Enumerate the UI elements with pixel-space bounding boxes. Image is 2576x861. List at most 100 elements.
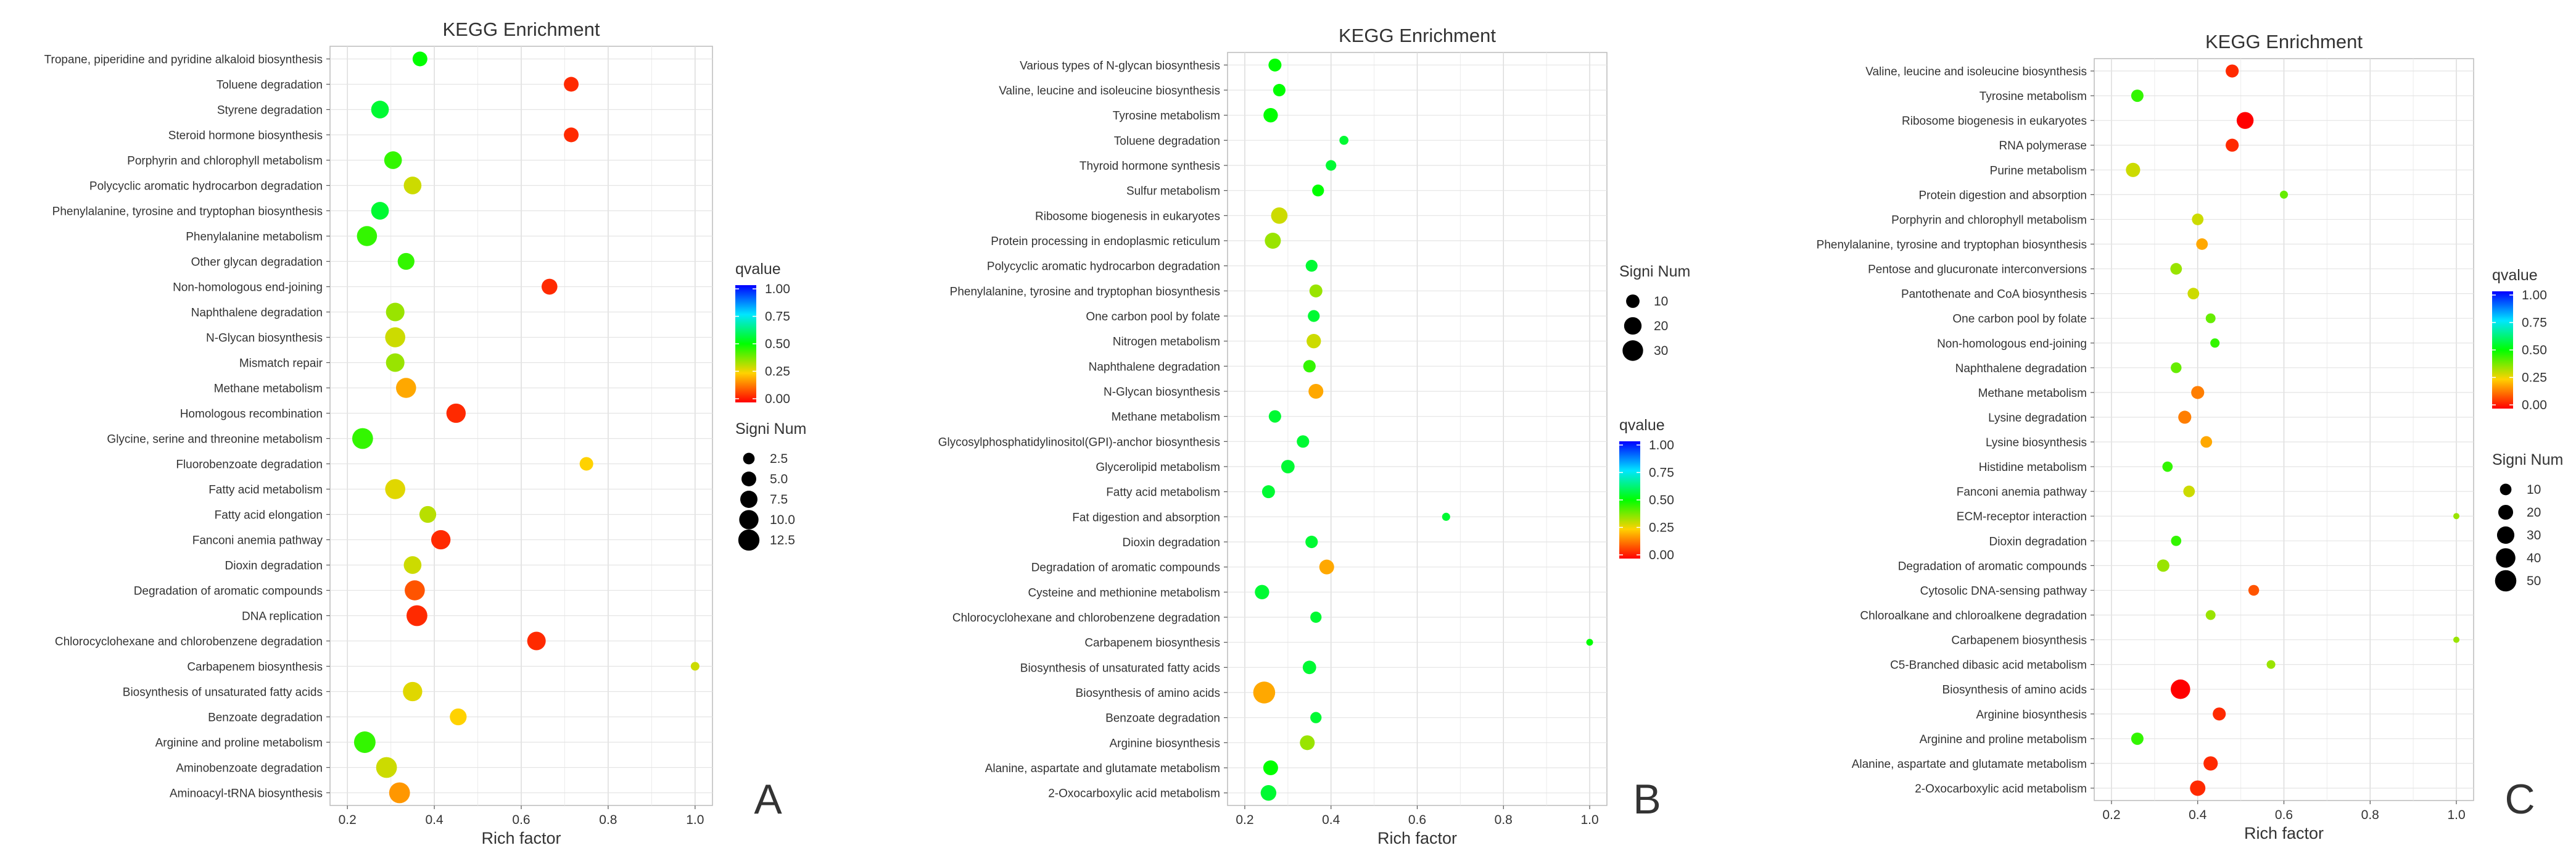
data-point [1307,334,1321,349]
x-axis-label: Rich factor [1377,829,1457,847]
category-label: Fanconi anemia pathway [192,534,323,547]
category-label: Biosynthesis of amino acids [1942,684,2087,697]
data-point [690,662,700,671]
data-point [2226,138,2239,152]
size-legend-dot [739,510,759,530]
data-point [2192,214,2204,225]
data-point [2210,338,2220,348]
data-point [1305,260,1318,272]
data-point [2126,162,2140,177]
data-point [403,556,422,574]
data-point [419,505,437,523]
category-label: Arginine and proline metabolism [155,737,323,750]
category-label: Porphyrin and chlorophyll metabolism [1891,214,2087,227]
x-tick-label: 0.8 [599,813,617,827]
data-point [541,278,558,295]
data-point [1263,760,1278,776]
data-point [1268,58,1282,72]
data-point [1297,435,1310,448]
category-label: N-Glycan biosynthesis [206,332,323,345]
category-label: Phenylalanine, tyrosine and tryptophan b… [52,206,323,218]
x-tick-label: 0.6 [1408,813,1426,827]
category-label: Fluorobenzoate degradation [176,459,323,472]
category-label: Alanine, aspartate and glutamate metabol… [985,762,1220,775]
size-legend-dot [2498,504,2514,520]
category-label: Carbapenem biosynthesis [187,661,323,674]
data-point [2200,436,2213,448]
x-tick-label: 0.4 [2189,808,2207,822]
qvalue-legend-title: qvalue [735,260,781,278]
category-label: Sulfur metabolism [1126,185,1220,198]
category-label: Phenylalanine, tyrosine and tryptophan b… [1817,239,2087,252]
data-point [2191,386,2205,399]
data-point [1442,512,1450,521]
size-legend-tick: 10.0 [770,513,795,527]
data-point [412,51,427,67]
size-legend-tick: 20 [1654,319,1668,333]
data-point [1300,735,1315,751]
data-point [2131,89,2144,102]
data-point [1308,383,1324,399]
size-legend-dot [2496,526,2515,544]
category-label: Purine metabolism [1990,164,2087,177]
category-label: Degradation of aromatic compounds [1031,562,1220,575]
category-label: 2-Oxocarboxylic acid metabolism [1048,788,1220,801]
size-legend-tick: 30 [2527,528,2541,543]
size-legend-tick: 7.5 [770,493,788,507]
size-legend-dot [741,472,756,486]
category-label: Biosynthesis of unsaturated fatty acids [1020,662,1220,675]
category-label: Other glycan degradation [191,256,323,269]
category-label: One carbon pool by folate [1086,310,1220,323]
qvalue-legend-title: qvalue [2492,267,2538,284]
category-label: Nitrogen metabolism [1113,336,1220,349]
qvalue-legend-tick: 0.50 [765,337,790,351]
category-label: Dioxin degradation [1123,536,1220,549]
chart-title: KEGG Enrichment [2205,31,2363,52]
x-tick-label: 1.0 [1580,813,1598,827]
category-label: Benzoate degradation [208,712,323,725]
data-point [357,226,378,246]
size-legend-title: Signi Num [1619,263,1690,280]
data-point [403,177,422,194]
size-legend-title: Signi Num [735,420,806,438]
category-label: Naphthalene degradation [191,307,323,320]
category-label: Histidine metabolism [1979,461,2087,474]
category-label: Styrene degradation [217,104,323,117]
category-label: Carbapenem biosynthesis [1084,637,1220,650]
data-point [385,327,405,347]
data-point [2453,636,2460,643]
category-label: Chlorocyclohexane and chlorobenzene degr… [55,636,323,649]
data-point [2196,238,2208,250]
data-point [1319,559,1334,575]
data-point [564,127,579,143]
category-label: Fat digestion and absorption [1072,511,1220,524]
size-legend-dot [2495,570,2517,592]
data-point [579,457,593,471]
size-legend-tick: 30 [1654,344,1668,358]
data-point [2190,780,2206,796]
category-label: Carbapenem biosynthesis [1951,634,2087,647]
category-label: Chlorocyclohexane and chlorobenzene degr… [952,612,1220,625]
data-point [1326,160,1337,171]
data-point [1309,284,1323,297]
data-point [2205,313,2216,323]
category-label: Protein processing in endoplasmic reticu… [991,235,1220,248]
category-label: Dioxin degradation [1989,535,2087,548]
data-point [2203,756,2218,771]
data-point [389,782,410,804]
category-label: Valine, leucine and isoleucine biosynthe… [1865,65,2087,78]
data-point [2170,263,2182,275]
category-label: Phenylalanine, tyrosine and tryptophan b… [950,285,1220,298]
data-point [2183,485,2195,497]
category-label: Glycerolipid metabolism [1096,461,1220,474]
category-label: N-Glycan biosynthesis [1104,386,1220,399]
data-point [2213,707,2226,721]
data-point [564,77,579,92]
category-label: ECM-receptor interaction [1957,510,2087,523]
qvalue-legend-title: qvalue [1619,417,1665,434]
size-legend-tick: 20 [2527,505,2541,520]
data-point [1281,460,1295,473]
data-point [371,101,389,119]
data-point [2170,679,2190,699]
